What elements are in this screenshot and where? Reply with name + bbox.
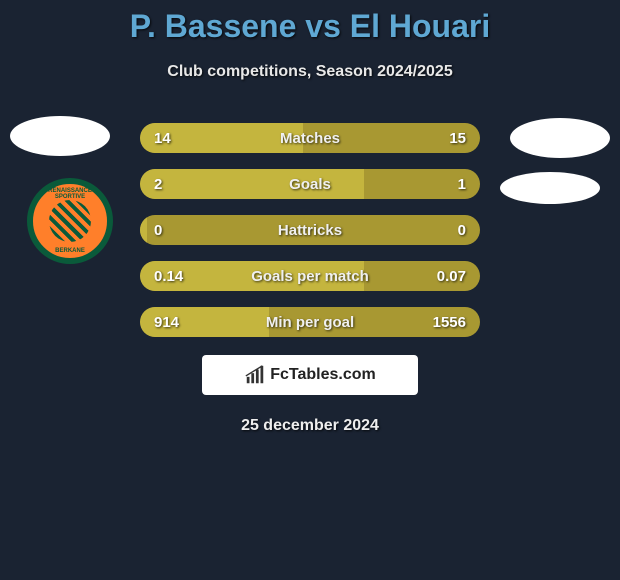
stats-table: 14Matches15 2Goals1 0Hattricks0 0.14Goals p… (140, 123, 480, 337)
stat-value-left: 14 (140, 130, 210, 147)
club-badge-bottom-text: BERKANE (33, 248, 107, 254)
stat-label: Goals (210, 176, 410, 193)
stat-value-right: 15 (410, 130, 480, 147)
stat-value-left: 914 (140, 314, 210, 331)
stat-row: 0.14Goals per match0.07 (140, 261, 480, 291)
club-badge-pattern (49, 200, 91, 242)
stat-value-right: 1 (410, 176, 480, 193)
stat-label: Matches (210, 130, 410, 147)
stat-value-right: 0.07 (410, 268, 480, 285)
branding-badge[interactable]: FcTables.com (202, 355, 418, 395)
page-title: P. Bassene vs El Houari (0, 8, 620, 45)
player-right-avatar (510, 118, 610, 158)
club-badge-top-text: RENAISSANCE SPORTIVE (33, 188, 107, 200)
stat-row: 14Matches15 (140, 123, 480, 153)
stat-row: 0Hattricks0 (140, 215, 480, 245)
stat-value-left: 0 (140, 222, 210, 239)
player-left-avatar (10, 116, 110, 156)
stat-value-right: 1556 (410, 314, 480, 331)
stat-label: Goals per match (210, 268, 410, 285)
stat-label: Min per goal (210, 314, 410, 331)
stat-value-left: 2 (140, 176, 210, 193)
branding-label: FcTables.com (270, 366, 376, 384)
chart-icon (244, 364, 266, 386)
comparison-card: P. Bassene vs El Houari Club competition… (0, 0, 620, 580)
club-badge-right (500, 172, 600, 204)
stat-row: 914Min per goal1556 (140, 307, 480, 337)
stat-value-right: 0 (410, 222, 480, 239)
date-label: 25 december 2024 (0, 417, 620, 435)
club-badge-left: RENAISSANCE SPORTIVE BERKANE (27, 178, 113, 264)
stat-row: 2Goals1 (140, 169, 480, 199)
stat-value-left: 0.14 (140, 268, 210, 285)
subtitle: Club competitions, Season 2024/2025 (0, 63, 620, 81)
stat-label: Hattricks (210, 222, 410, 239)
